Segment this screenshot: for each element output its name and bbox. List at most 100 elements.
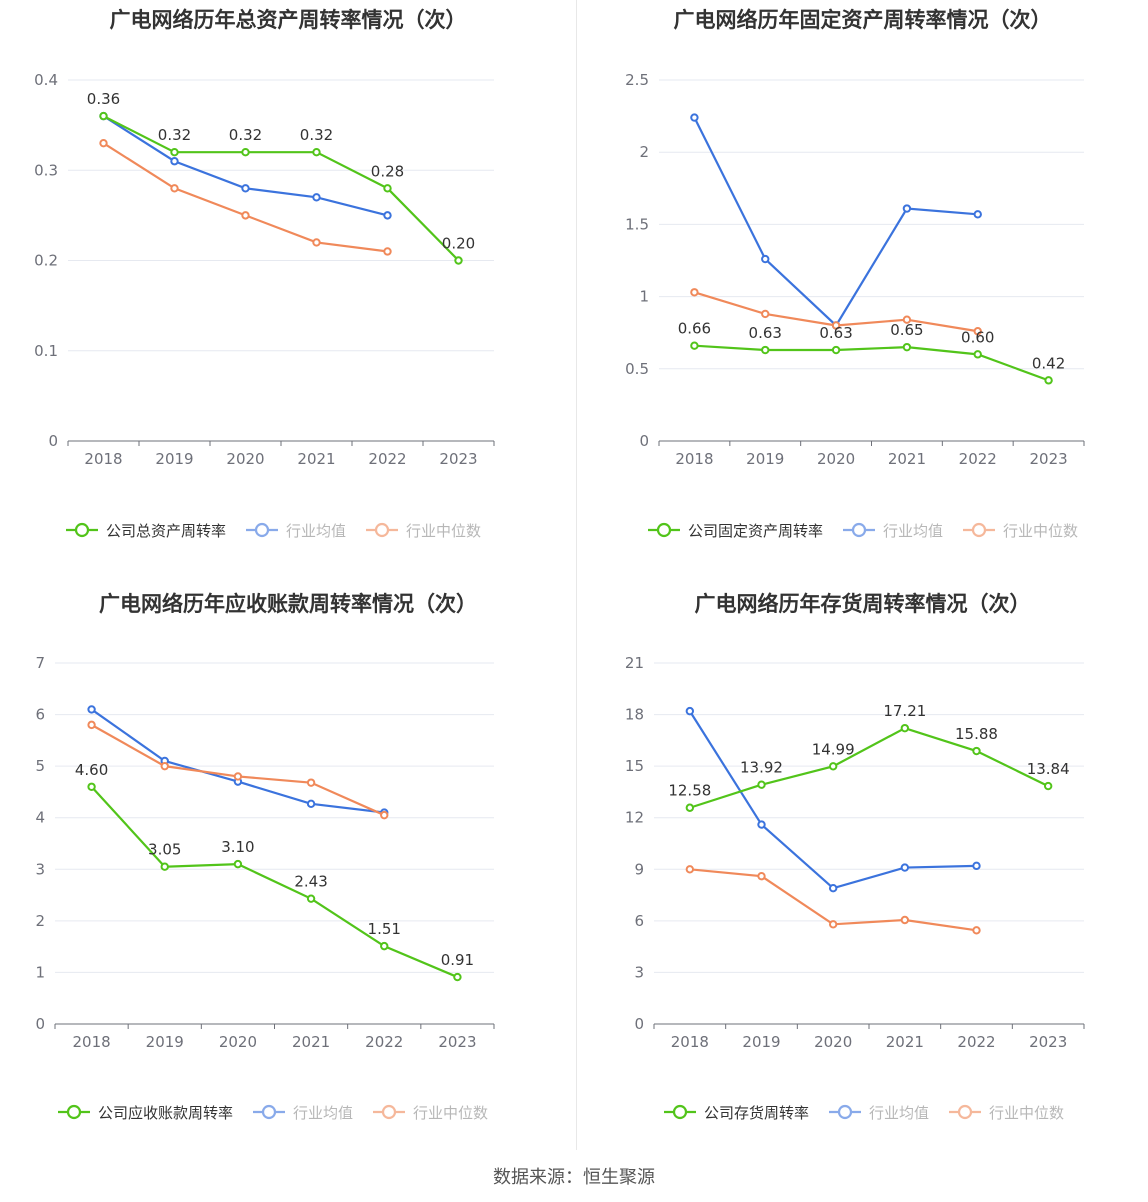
data-point-average — [383, 211, 392, 220]
legend-marker — [74, 522, 90, 538]
legend-marker — [381, 1104, 397, 1120]
data-point-company — [99, 111, 108, 121]
data-label: 0.60 — [961, 328, 994, 346]
data-point-average — [761, 254, 770, 264]
chart-title: 广电网络历年应收账款周转率情况（次） — [99, 592, 477, 616]
data-point-company — [1044, 376, 1053, 385]
data-point-company — [306, 894, 316, 903]
x-tick-label: 2020 — [814, 1033, 852, 1051]
data-point-average — [685, 706, 695, 716]
data-point-median — [160, 761, 169, 771]
y-tick-label: 0 — [639, 432, 649, 450]
data-label: 0.32 — [229, 126, 262, 144]
chart-panel-total-assets: 广电网络历年总资产周转率情况（次） 0 0.1 0.2 0.3 0.4 2018 2019 2… — [0, 0, 576, 580]
data-point-median — [233, 772, 243, 781]
data-point-average — [828, 883, 838, 893]
series-line-company — [90, 786, 458, 979]
data-point-average — [757, 820, 766, 829]
legend-label: 行业中位数 — [1003, 522, 1078, 540]
data-point-company — [160, 862, 169, 871]
data-point-company — [902, 342, 912, 352]
chart-title: 广电网络历年总资产周转率情况（次） — [109, 8, 467, 32]
series-line-company — [103, 115, 460, 262]
data-label: 15.88 — [955, 725, 998, 743]
series-line-median — [91, 723, 385, 817]
y-tick-label: 6 — [35, 706, 45, 724]
data-label: 0.32 — [158, 126, 191, 144]
data-point-median — [383, 247, 392, 256]
data-point-company — [383, 184, 392, 193]
data-label: 14.99 — [812, 740, 855, 758]
x-tick-label: 2021 — [292, 1033, 330, 1051]
data-label: 3.05 — [148, 841, 181, 859]
legend-label: 行业均值 — [883, 522, 943, 540]
data-label: 0.91 — [441, 951, 474, 969]
data-label: 0.42 — [1032, 354, 1065, 372]
y-tick-label: 15 — [625, 757, 644, 775]
data-point-average — [690, 113, 699, 122]
data-point-company — [241, 148, 250, 157]
data-point-average — [170, 157, 179, 166]
x-tick-label: 2020 — [219, 1033, 257, 1051]
data-point-average — [902, 204, 912, 213]
y-tick-label: 6 — [634, 912, 644, 930]
y-tick-label: 4 — [35, 809, 45, 827]
data-point-average — [972, 861, 981, 871]
data-point-median — [902, 315, 912, 324]
y-tick-label: 0.3 — [34, 161, 58, 179]
data-point-median — [99, 138, 108, 148]
chart-title: 广电网络历年存货周转率情况（次） — [694, 592, 1031, 616]
legend-marker — [66, 1104, 82, 1120]
data-point-median — [306, 778, 316, 787]
data-point-average — [306, 799, 316, 808]
y-tick-label: 3 — [634, 963, 644, 981]
data-point-median — [690, 288, 699, 297]
y-tick-label: 2.5 — [625, 71, 649, 89]
data-point-company — [972, 746, 981, 756]
data-point-company — [453, 972, 462, 982]
x-tick-label: 2023 — [439, 450, 477, 468]
y-tick-label: 9 — [634, 860, 644, 878]
legend-marker — [837, 1104, 853, 1120]
x-tick-label: 2020 — [817, 450, 855, 468]
chart-panel-inventory: 广电网络历年存货周转率情况（次） 0 3 6 9 12 15 18 21 2018 2019 202… — [577, 582, 1148, 1152]
chart-svg: 0 0.5 1 1.5 2 2.5 2018 2019 2020 2021 2022 2023 0.66… — [625, 71, 1085, 540]
data-label: 0.63 — [819, 324, 852, 342]
chart-svg: 0 0.1 0.2 0.3 0.4 2018 2019 2020 2021 2022 2023 0.3… — [34, 71, 495, 540]
data-point-average — [241, 184, 250, 193]
data-label: 1.51 — [368, 920, 401, 938]
series-line-average — [693, 117, 978, 328]
y-tick-label: 1.5 — [625, 215, 649, 233]
y-tick-label: 0.2 — [34, 252, 58, 270]
legend-label: 行业中位数 — [989, 1104, 1064, 1122]
data-point-median — [972, 926, 981, 935]
legend-label: 公司固定资产周转率 — [688, 522, 823, 540]
data-point-median — [241, 211, 250, 220]
y-tick-label: 21 — [625, 654, 644, 672]
data-point-average — [312, 193, 321, 202]
x-tick-label: 2022 — [368, 450, 406, 468]
chart-title: 广电网络历年固定资产周转率情况（次） — [673, 8, 1052, 32]
legend-label: 公司存货周转率 — [704, 1104, 809, 1122]
data-point-median — [380, 810, 389, 820]
data-point-company — [233, 859, 243, 869]
legend-label: 公司应收账款周转率 — [98, 1104, 233, 1122]
legend-label: 行业均值 — [293, 1104, 353, 1122]
legend-item-company: 公司应收账款周转率 — [58, 1104, 233, 1122]
data-point-company — [87, 782, 96, 791]
data-point-company — [1043, 781, 1053, 791]
y-tick-label: 0.4 — [34, 71, 58, 89]
data-label: 0.20 — [442, 235, 475, 253]
y-tick-label: 1 — [639, 288, 649, 306]
x-tick-label: 2018 — [84, 450, 122, 468]
legend-marker — [971, 522, 987, 538]
x-tick-label: 2020 — [226, 450, 264, 468]
data-label: 17.21 — [883, 702, 926, 720]
x-tick-label: 2018 — [671, 1033, 709, 1051]
chart-panel-receivables: 广电网络历年应收账款周转率情况（次） 0 1 2 3 4 5 6 7 2018 2019 2020 2… — [0, 582, 576, 1152]
legend-item-median: 行业中位数 — [963, 522, 1078, 540]
y-tick-label: 7 — [35, 654, 45, 672]
data-point-company — [831, 345, 841, 355]
data-label: 13.92 — [740, 759, 783, 777]
x-tick-label: 2019 — [155, 450, 193, 468]
